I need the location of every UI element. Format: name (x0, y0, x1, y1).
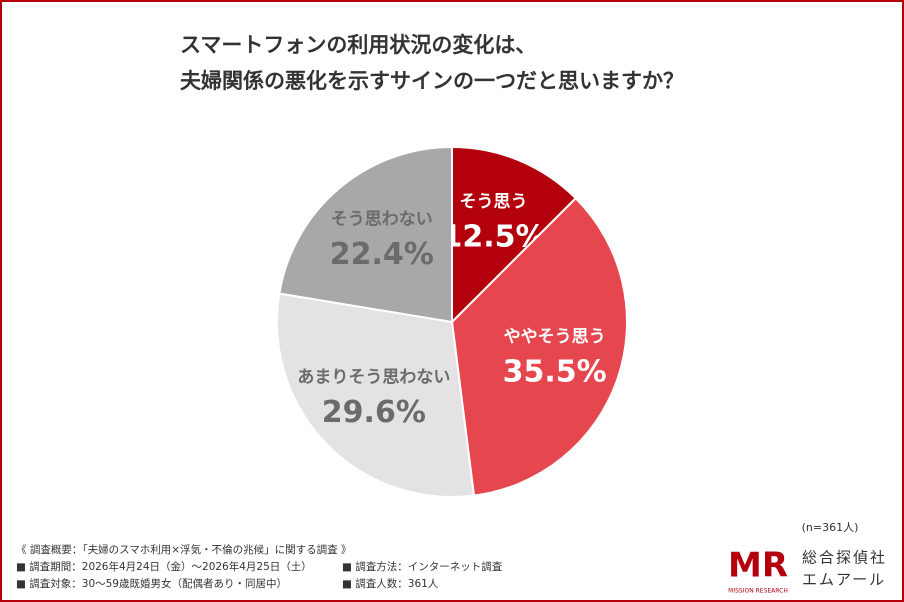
pie-slice (451, 145, 578, 325)
chart-title: 夫婦関係の悪化を示すサインの一つだと思いますか？ (180, 69, 684, 93)
value-label: 22.4% (330, 237, 434, 272)
pie-slice (278, 145, 453, 324)
chart-title: スマートフォンの利用状況の変化は、 (180, 33, 536, 57)
sample-size: (n=361人) (802, 521, 859, 534)
slice-label: あまりそう思わない (297, 367, 450, 387)
footer-item: ■ 調査人数：361人 (342, 577, 439, 590)
footer-item: ■ 調査方法：インターネット調査 (342, 560, 503, 573)
slice-label: そう思わない (331, 209, 433, 229)
value-label: 29.6% (322, 395, 426, 430)
slice-label: ややそう思う (504, 327, 606, 347)
slice-label: そう思う (460, 192, 528, 212)
footer-heading: 《 調査概要：「夫婦のスマホ利用×浮気・不倫の兆候」に関する調査 》 (16, 543, 351, 556)
footer-item: ■ 調査対象：30〜59歳既婚男女（配偶者あり・同居中） (16, 577, 287, 590)
footer-item: ■ 調査期間：2026年4月24日（金）〜2026年4月25日（土） (16, 560, 312, 573)
logo-name: エムアール (802, 571, 886, 589)
pie-slice (450, 196, 628, 497)
logo-mark: MR (728, 546, 788, 586)
pie-slice (276, 292, 476, 498)
value-label: 35.5% (503, 355, 607, 390)
logo-sub: MISSION RESEARCH (728, 588, 788, 595)
logo-name: 総合探偵社 (802, 549, 887, 567)
